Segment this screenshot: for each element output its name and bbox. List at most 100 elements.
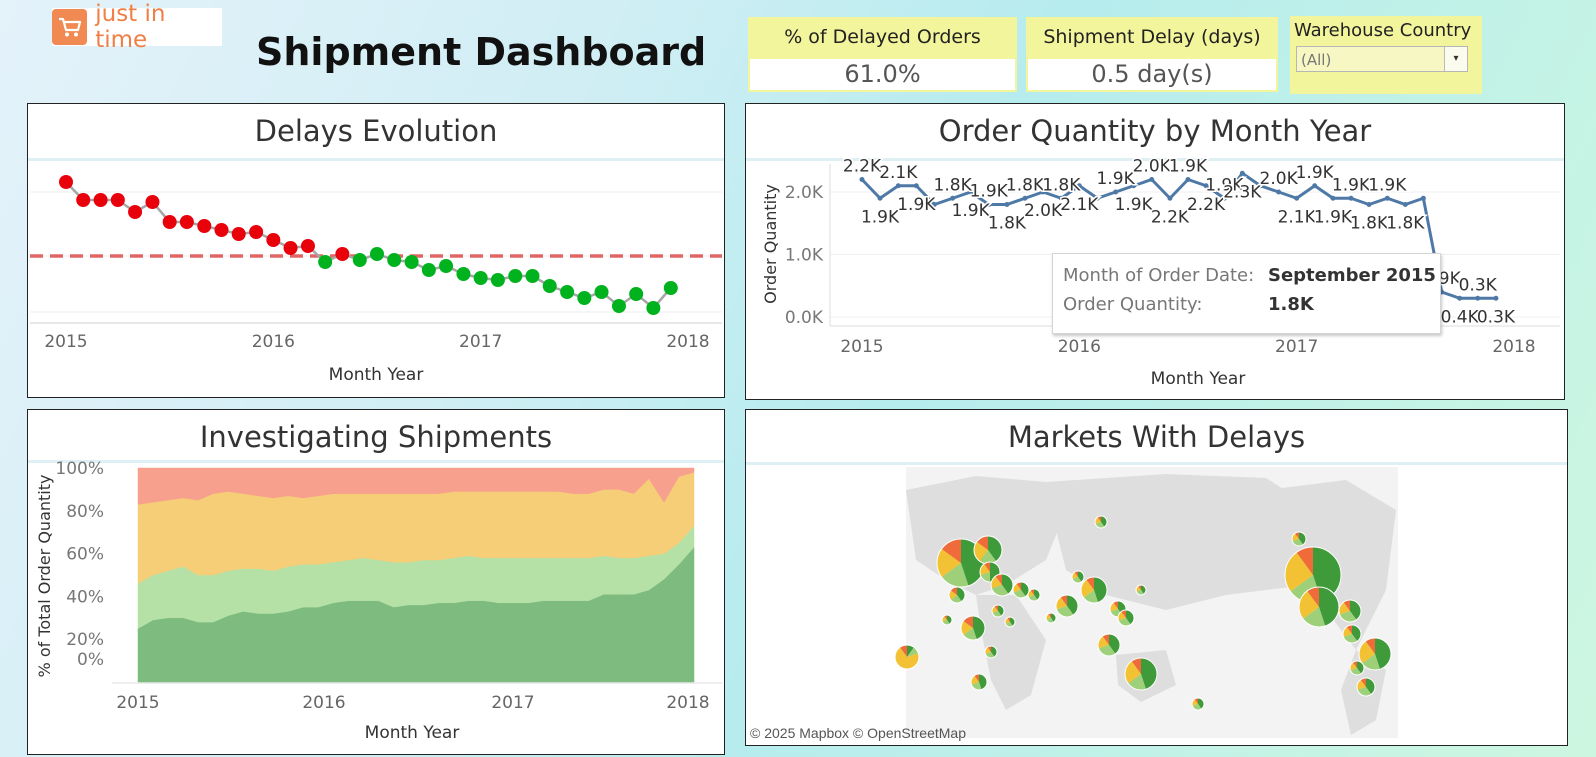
pie-slice bbox=[1343, 634, 1358, 643]
data-label: 1.9K bbox=[1097, 169, 1136, 189]
x-tick-label: 2018 bbox=[666, 693, 709, 713]
warehouse-country-select[interactable]: (All) ▾ bbox=[1296, 46, 1468, 72]
pie-slice bbox=[957, 587, 965, 602]
pie-outline bbox=[1191, 697, 1205, 711]
pie-slice bbox=[895, 647, 919, 669]
tooltip-value: 1.8K bbox=[1268, 294, 1314, 315]
chart-tooltip: Month of Order Date: September 2015 Order… bbox=[1052, 253, 1441, 334]
investigating-shipments-panel: Investigating Shipments 0% 20% 40% 60% 80% 10… bbox=[27, 409, 725, 755]
market-pie bbox=[1342, 624, 1362, 644]
data-point bbox=[611, 299, 626, 313]
pie-outline bbox=[1124, 657, 1158, 691]
pie-slice bbox=[1056, 597, 1067, 610]
data-point bbox=[1239, 170, 1245, 176]
data-point bbox=[986, 202, 992, 207]
title-separator bbox=[28, 158, 724, 161]
tooltip-value: September 2015 bbox=[1268, 265, 1436, 286]
data-point bbox=[859, 177, 865, 182]
pie-outline bbox=[1117, 609, 1135, 627]
data-point bbox=[913, 183, 919, 189]
pie-slice bbox=[1350, 662, 1357, 671]
data-point bbox=[629, 287, 644, 301]
pie-outline bbox=[894, 644, 920, 670]
pie-slice bbox=[1086, 577, 1094, 590]
data-point bbox=[404, 255, 419, 269]
pie-outline bbox=[1045, 612, 1057, 624]
data-label: 2.0K bbox=[1133, 157, 1172, 177]
data-point bbox=[387, 253, 402, 267]
data-point bbox=[249, 225, 264, 239]
data-label: 1.8K bbox=[1386, 214, 1425, 234]
pie-outline bbox=[984, 645, 998, 659]
market-pie bbox=[1356, 677, 1376, 697]
pie-slice bbox=[1102, 634, 1109, 645]
y-tick-label: 0.0K bbox=[785, 308, 824, 328]
pie-slice bbox=[1007, 617, 1010, 622]
pie-slice bbox=[1125, 661, 1141, 684]
y-tick-label: 40% bbox=[66, 587, 104, 607]
data-point bbox=[1257, 183, 1263, 189]
world-map[interactable] bbox=[746, 410, 1567, 745]
data-point bbox=[179, 215, 194, 229]
data-point bbox=[663, 281, 678, 295]
market-pie bbox=[1349, 660, 1365, 676]
data-label: 1.9K bbox=[861, 207, 900, 227]
pie-slice bbox=[1121, 610, 1126, 618]
data-point bbox=[93, 193, 108, 207]
pie-slice bbox=[1319, 587, 1339, 627]
pie-slice bbox=[1094, 577, 1107, 603]
market-pie bbox=[941, 614, 953, 626]
map-title: Markets With Delays bbox=[1007, 420, 1306, 454]
pie-slice bbox=[899, 645, 907, 657]
pie-slice bbox=[1307, 587, 1319, 607]
data-label: 1.9K bbox=[1368, 175, 1407, 195]
data-point bbox=[950, 195, 956, 201]
data-point bbox=[214, 223, 229, 237]
data-point bbox=[1076, 183, 1082, 189]
data-point bbox=[128, 205, 143, 219]
data-point bbox=[508, 269, 523, 283]
data-point bbox=[370, 247, 384, 261]
logo: just in time bbox=[52, 1, 222, 53]
data-point bbox=[1312, 183, 1318, 189]
market-pie bbox=[894, 644, 920, 670]
pie-slice bbox=[1128, 674, 1146, 690]
pie-slice bbox=[973, 616, 985, 640]
pie-slice bbox=[1056, 606, 1074, 617]
data-label: 2.2K bbox=[843, 157, 882, 177]
data-point bbox=[877, 195, 883, 201]
pie-slice bbox=[1352, 661, 1357, 668]
data-point bbox=[283, 241, 298, 255]
data-label: 0.3K bbox=[1477, 307, 1516, 327]
pie-slice bbox=[1360, 678, 1366, 687]
pie-slice bbox=[1083, 590, 1099, 603]
data-point bbox=[335, 247, 350, 261]
data-point bbox=[1493, 295, 1499, 301]
data-point bbox=[1113, 189, 1119, 195]
data-label: 1.9K bbox=[1332, 175, 1371, 195]
pie-slice bbox=[994, 605, 998, 611]
data-point bbox=[318, 255, 333, 269]
pie-slice bbox=[1359, 641, 1375, 664]
title-separator bbox=[746, 462, 1567, 465]
market-pie bbox=[1097, 633, 1121, 657]
dropdown-arrow-icon[interactable]: ▾ bbox=[1444, 47, 1467, 71]
pie-slice bbox=[907, 647, 919, 657]
kpi-value: 61.0% bbox=[750, 59, 1015, 90]
data-point bbox=[266, 233, 281, 247]
pie-slice bbox=[1299, 590, 1319, 619]
data-point bbox=[1185, 177, 1191, 182]
data-point bbox=[1167, 195, 1173, 201]
x-tick-label: 2017 bbox=[491, 693, 534, 713]
data-point bbox=[456, 267, 471, 281]
pie-slice bbox=[1375, 638, 1392, 670]
pie-slice bbox=[950, 595, 962, 603]
y-tick-label: 60% bbox=[66, 545, 104, 565]
pie-slice bbox=[961, 620, 973, 636]
pie-slice bbox=[1339, 611, 1357, 622]
pie-slice bbox=[1352, 625, 1361, 642]
data-point bbox=[300, 239, 315, 253]
market-pie bbox=[1027, 588, 1041, 602]
pie-slice bbox=[907, 645, 915, 657]
pie-slice bbox=[963, 628, 977, 640]
